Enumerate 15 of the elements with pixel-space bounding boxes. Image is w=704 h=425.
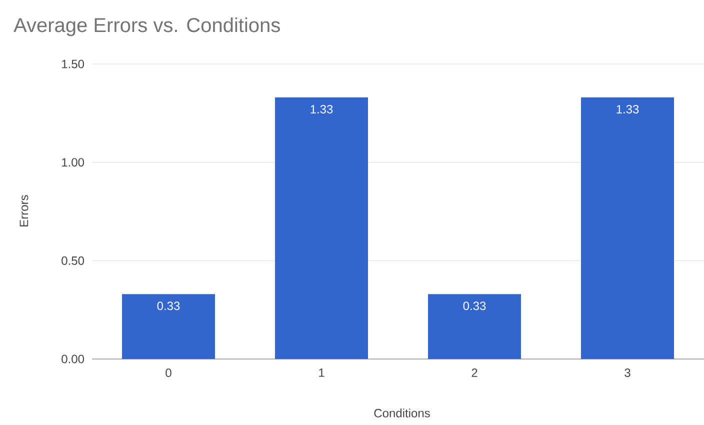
x-tick-label: 2 — [472, 368, 478, 377]
x-tick-label: 3 — [624, 368, 630, 378]
chart-title: Average Errors vs. Conditions — [14, 18, 280, 36]
x-tick-label: 1 — [319, 368, 324, 377]
y-axis-title: Errors — [20, 195, 28, 226]
y-tick-label: 0.50 — [62, 256, 84, 265]
data-label: 1.33 — [310, 104, 333, 114]
y-tick-label: 1.50 — [62, 60, 84, 68]
data-label: 0.33 — [157, 302, 180, 310]
x-axis-title: Conditions — [374, 408, 430, 418]
data-label: 1.33 — [616, 104, 639, 114]
data-label: 0.33 — [463, 302, 486, 310]
x-tick-label: 0 — [166, 368, 172, 378]
y-tick-label: 0.00 — [62, 354, 84, 364]
y-tick-label: 1.00 — [62, 158, 84, 167]
